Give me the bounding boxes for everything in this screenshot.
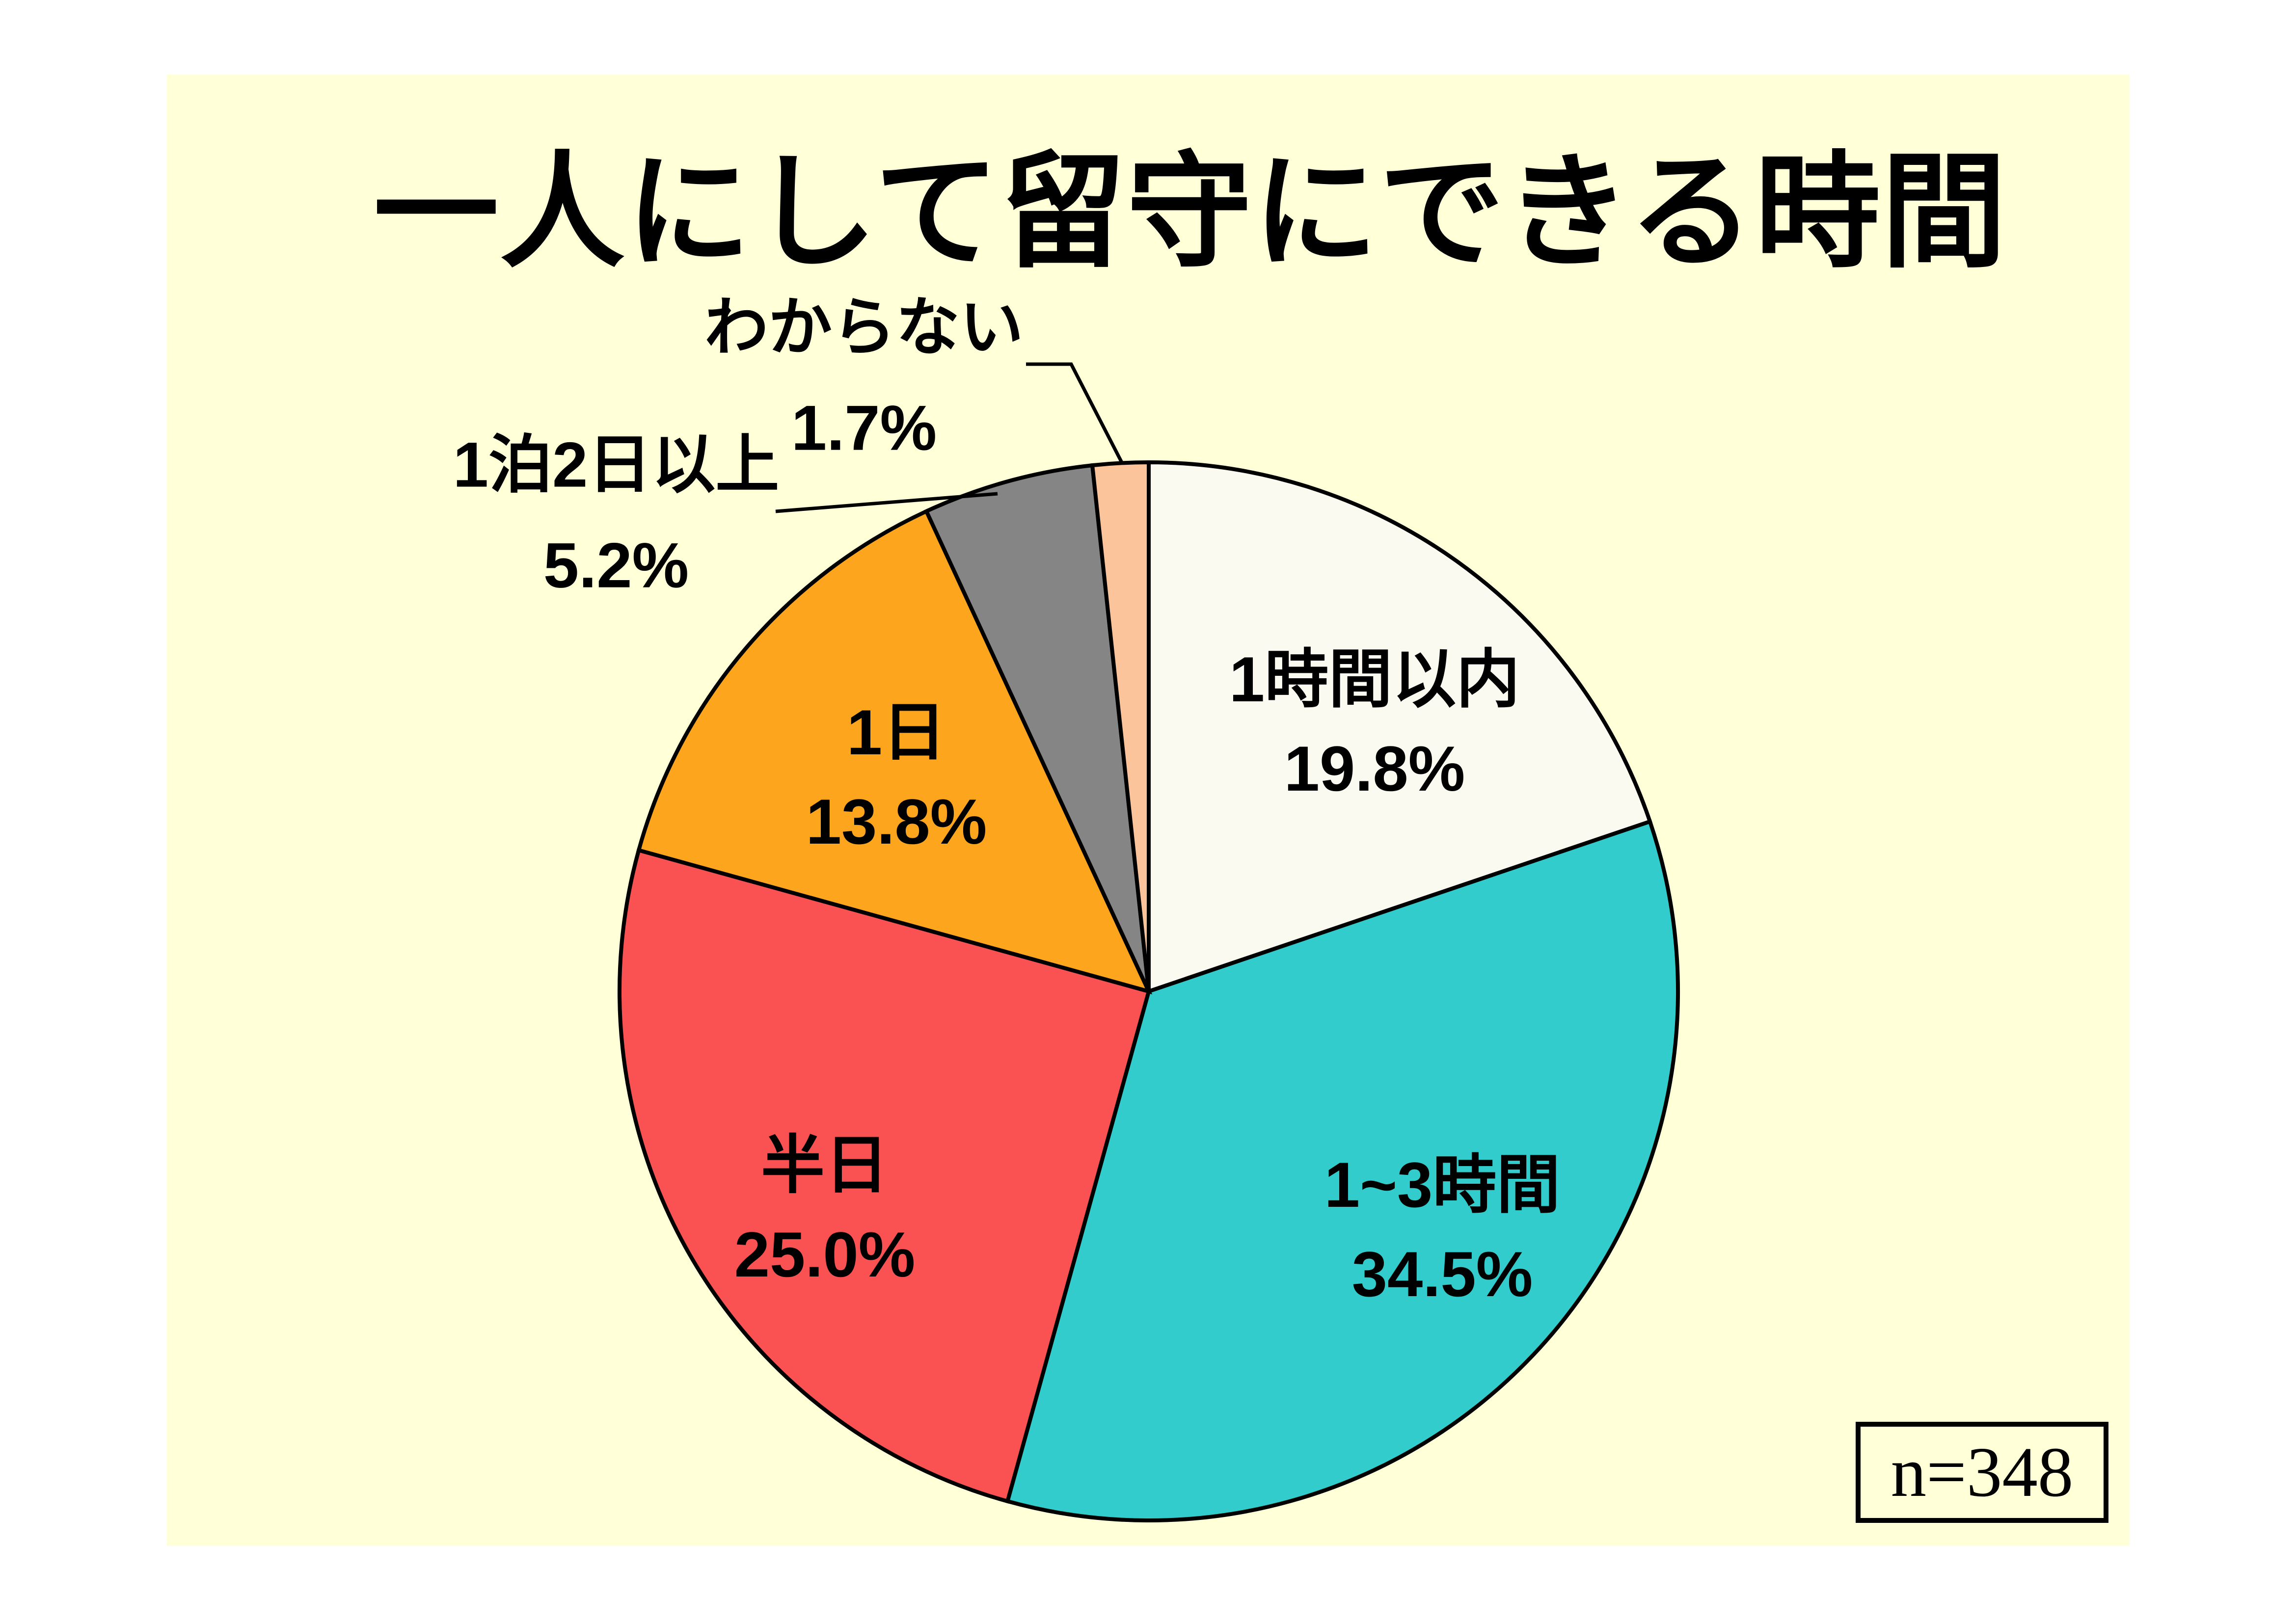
pie-slice	[618, 848, 1151, 1504]
slice-label-pct: 5.2%	[543, 530, 689, 601]
slice-label-text: わからない	[704, 291, 1024, 363]
slice-label-pct: 25.0%	[734, 1219, 916, 1290]
slice-label-hannichi: 半日 25.0%	[734, 1120, 916, 1299]
slice-label-pct: 34.5%	[1351, 1238, 1533, 1310]
chart-title: 一人にして留守にできる時間	[373, 142, 2008, 283]
pie-slice	[636, 508, 1153, 995]
leader-line-wakaranai	[1026, 362, 1124, 464]
slice-label-text: 半日	[760, 1129, 889, 1201]
sample-size-box: n=348	[1856, 1422, 2108, 1523]
slice-label-1jikan-inai: 1時間以内 19.8%	[1229, 635, 1520, 813]
slice-label-text: 1日	[846, 696, 946, 768]
pie-slices	[618, 460, 1680, 1522]
slice-label-wakaranai: わからない 1.7%	[704, 277, 1024, 479]
pie-slice	[1147, 460, 1653, 994]
slice-label-pct: 19.8%	[1284, 733, 1465, 804]
slice-label-1nichi: 1日 13.8%	[806, 688, 987, 866]
slice-label-pct: 13.8%	[806, 786, 987, 857]
sample-size-text: n=348	[1891, 1433, 2074, 1512]
pie-slice	[1005, 819, 1680, 1522]
pie-slice	[923, 463, 1151, 992]
slice-label-text: 1泊2日以上	[453, 428, 780, 501]
slice-label-text: 1~3時間	[1324, 1149, 1561, 1221]
slice-label-text: 1時間以内	[1229, 643, 1520, 715]
slice-label-1-3jikan: 1~3時間 34.5%	[1324, 1140, 1561, 1319]
leader-line-ippaku-futsuka	[775, 492, 998, 513]
slice-label-ippaku-futsuka: 1泊2日以上 5.2%	[453, 415, 780, 616]
slice-label-pct: 1.7%	[791, 392, 937, 464]
